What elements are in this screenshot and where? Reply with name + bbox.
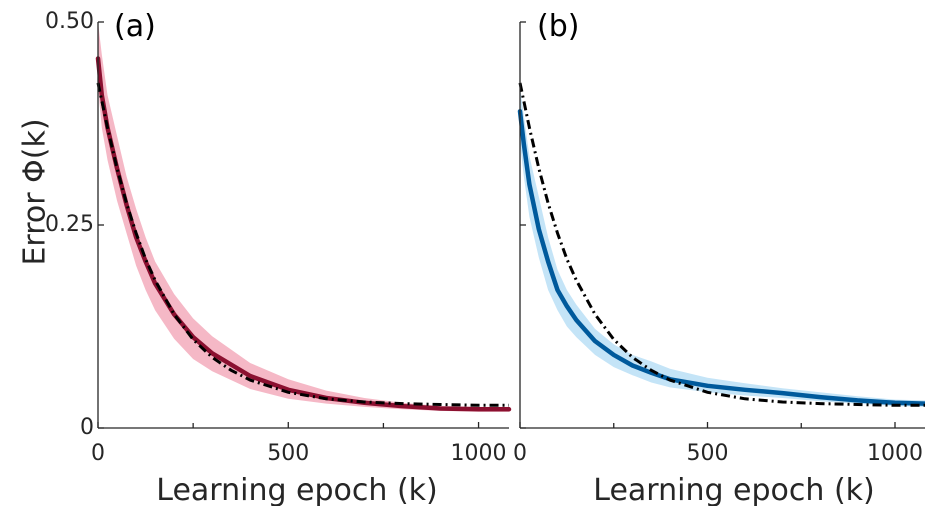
- x-tick-label-a: 0: [91, 441, 105, 466]
- y-tick-label-a: 0.50: [45, 9, 94, 34]
- confidence-band-b: [520, 87, 925, 407]
- x-tick-label-a: 500: [267, 441, 309, 466]
- x-axis-label-b: Learning epoch (k): [593, 473, 874, 506]
- y-axis-label: Error Φ(k): [18, 118, 53, 265]
- fit-line-a: [96, 82, 509, 407]
- x-axis-label-a: Learning epoch (k): [156, 473, 437, 506]
- y-tick-label-a: 0.25: [45, 212, 94, 237]
- panel-label-a: (a): [114, 9, 156, 44]
- fit-line-b: [518, 82, 925, 407]
- x-tick-label-a: 1000: [451, 441, 507, 466]
- x-tick-label-b: 500: [687, 441, 729, 466]
- mean-error-line-b: [517, 109, 925, 406]
- mean-error-line-a: [95, 56, 512, 412]
- confidence-band-a: [98, 22, 509, 412]
- x-tick-label-b: 1000: [867, 441, 923, 466]
- x-tick-label-b: 0: [513, 441, 527, 466]
- y-tick-label-a: 0: [80, 415, 94, 440]
- panel-label-b: (b): [537, 9, 579, 44]
